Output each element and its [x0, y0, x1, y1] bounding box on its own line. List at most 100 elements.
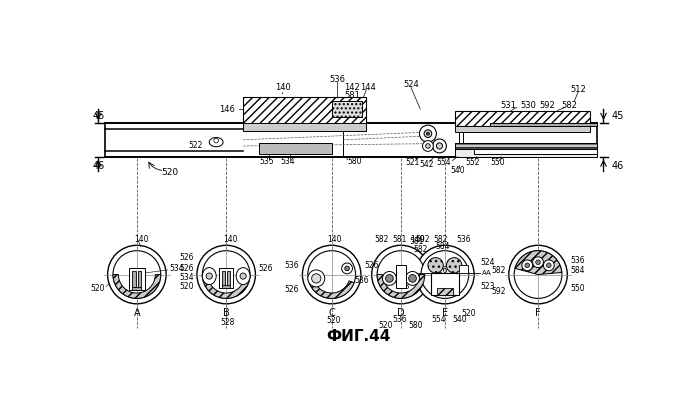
Circle shape — [377, 251, 425, 298]
Text: 526: 526 — [364, 261, 379, 270]
Text: 140: 140 — [328, 235, 342, 244]
Text: 523: 523 — [480, 282, 495, 291]
Text: B: B — [223, 308, 229, 318]
Text: 45: 45 — [92, 111, 105, 121]
Text: 582: 582 — [374, 235, 389, 244]
Circle shape — [202, 251, 250, 298]
Text: 526: 526 — [180, 253, 194, 262]
Bar — [243, 97, 366, 124]
Circle shape — [113, 251, 161, 298]
Text: 536: 536 — [570, 256, 585, 265]
Text: 531: 531 — [501, 101, 517, 110]
Circle shape — [308, 251, 356, 298]
Text: 542: 542 — [419, 160, 433, 169]
Circle shape — [547, 263, 551, 268]
Text: ФИГ.44: ФИГ.44 — [326, 329, 391, 344]
Bar — [474, 149, 598, 154]
Bar — [459, 265, 468, 273]
Bar — [489, 123, 598, 126]
Bar — [437, 288, 452, 295]
Text: 140: 140 — [134, 235, 148, 244]
Text: 540: 540 — [452, 315, 467, 324]
Circle shape — [535, 260, 540, 265]
Circle shape — [345, 266, 350, 271]
Text: 581: 581 — [392, 235, 407, 244]
Circle shape — [405, 271, 419, 285]
Circle shape — [419, 125, 436, 142]
Circle shape — [525, 263, 530, 268]
Bar — [129, 268, 145, 290]
Circle shape — [206, 273, 212, 279]
Circle shape — [422, 141, 433, 151]
Text: F: F — [535, 308, 541, 318]
Wedge shape — [515, 251, 562, 275]
Circle shape — [409, 275, 417, 282]
Text: 140: 140 — [223, 235, 238, 244]
Text: 581: 581 — [345, 90, 361, 100]
Text: 526: 526 — [259, 264, 273, 273]
Bar — [455, 143, 598, 157]
Text: 582: 582 — [434, 235, 448, 244]
Bar — [396, 265, 406, 288]
Circle shape — [312, 274, 321, 283]
Circle shape — [426, 144, 430, 148]
Text: 520: 520 — [180, 282, 194, 292]
Text: 520: 520 — [326, 316, 340, 325]
Text: 520: 520 — [379, 321, 394, 330]
Text: 524: 524 — [403, 80, 419, 89]
Text: 580: 580 — [347, 157, 361, 166]
Circle shape — [416, 245, 474, 304]
Circle shape — [303, 245, 361, 304]
Text: 536: 536 — [284, 261, 299, 270]
Text: 536: 536 — [354, 276, 368, 285]
Text: 526: 526 — [180, 264, 194, 273]
Ellipse shape — [202, 268, 216, 284]
Circle shape — [386, 275, 394, 282]
Text: 520: 520 — [161, 167, 178, 177]
Circle shape — [240, 273, 246, 279]
Circle shape — [514, 251, 562, 298]
Bar — [243, 123, 366, 131]
Text: 554: 554 — [436, 158, 451, 167]
Text: D: D — [397, 308, 405, 318]
Text: 580: 580 — [409, 321, 423, 330]
Circle shape — [214, 138, 219, 143]
Bar — [259, 143, 331, 154]
Circle shape — [197, 245, 255, 304]
Bar — [138, 271, 141, 287]
Text: 144: 144 — [360, 83, 376, 92]
Bar — [459, 111, 463, 157]
Bar — [455, 111, 590, 126]
Wedge shape — [202, 275, 250, 298]
Circle shape — [436, 143, 442, 149]
Text: 528: 528 — [221, 318, 235, 327]
Text: 521: 521 — [405, 158, 419, 167]
Bar — [455, 126, 590, 132]
Circle shape — [522, 260, 533, 271]
Text: C: C — [329, 308, 335, 318]
Text: 536: 536 — [392, 315, 407, 324]
Wedge shape — [309, 281, 354, 298]
Bar — [227, 271, 230, 285]
Text: 534: 534 — [169, 264, 184, 273]
Circle shape — [308, 270, 325, 287]
Text: 582: 582 — [561, 101, 577, 110]
Text: 512: 512 — [570, 85, 586, 94]
Text: AA: AA — [482, 270, 491, 276]
Circle shape — [382, 271, 396, 285]
Text: 46: 46 — [92, 162, 104, 171]
Text: 582: 582 — [491, 266, 505, 275]
Text: AA: AA — [398, 270, 408, 276]
Text: 142: 142 — [345, 83, 361, 92]
Text: 592: 592 — [540, 101, 555, 110]
Text: 520: 520 — [90, 284, 105, 293]
Text: 584: 584 — [435, 242, 449, 251]
Circle shape — [426, 132, 429, 135]
Text: 581: 581 — [409, 237, 424, 246]
Bar — [132, 287, 141, 290]
Text: 534: 534 — [280, 157, 295, 166]
Bar — [132, 271, 136, 287]
Text: 554: 554 — [431, 315, 446, 324]
Text: 584: 584 — [570, 266, 585, 275]
Circle shape — [421, 251, 469, 298]
